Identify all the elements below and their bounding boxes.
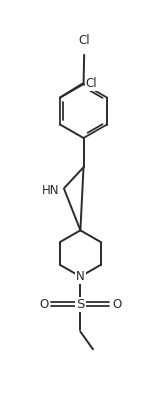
Text: O: O bbox=[113, 298, 122, 311]
Text: Cl: Cl bbox=[78, 34, 90, 47]
Text: O: O bbox=[39, 298, 48, 311]
Text: HN: HN bbox=[42, 184, 59, 196]
Text: N: N bbox=[76, 270, 85, 283]
Text: S: S bbox=[76, 298, 85, 311]
Text: Cl: Cl bbox=[85, 77, 97, 90]
